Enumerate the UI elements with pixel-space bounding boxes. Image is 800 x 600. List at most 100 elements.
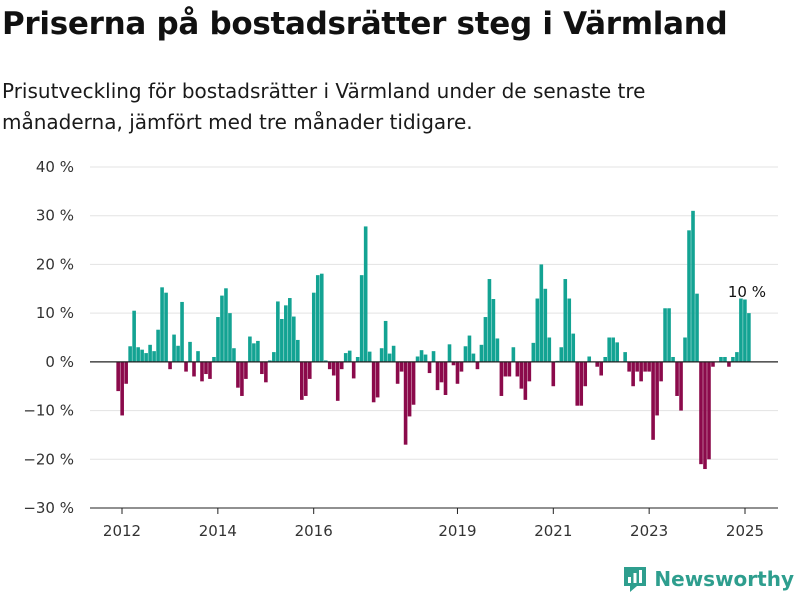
bar (120, 361, 124, 416)
bar (711, 361, 715, 367)
bar (455, 361, 460, 384)
bar (387, 353, 392, 362)
bar (264, 361, 268, 383)
bar (379, 348, 384, 362)
bar (635, 361, 639, 372)
bar (371, 361, 376, 403)
bar (236, 361, 240, 388)
bar (323, 360, 328, 362)
bar (144, 353, 148, 362)
bar (208, 361, 212, 379)
bar (296, 339, 300, 362)
bar (204, 361, 208, 375)
bar (599, 361, 603, 376)
bar (419, 350, 424, 362)
bar (603, 356, 607, 362)
bar (355, 356, 360, 362)
bar (647, 361, 651, 372)
bar (411, 361, 416, 405)
bar (240, 361, 244, 396)
bar (511, 347, 516, 362)
bar (180, 301, 184, 362)
y-tick-label: 0 % (45, 353, 74, 371)
bar (272, 352, 276, 362)
bar (479, 344, 484, 362)
bar (439, 361, 444, 383)
bar (643, 361, 647, 372)
bar (727, 361, 731, 367)
x-tick-label: 2012 (103, 522, 141, 540)
last-value-annotation: 10 % (728, 283, 766, 301)
bar (651, 361, 655, 440)
bar (547, 337, 552, 362)
bar (395, 361, 400, 384)
bar (184, 361, 188, 372)
bar-series (116, 210, 751, 470)
bar (551, 361, 556, 387)
bar (140, 349, 144, 362)
bar (284, 305, 288, 362)
x-tick-label: 2023 (630, 522, 668, 540)
bar (303, 361, 308, 396)
bar (679, 361, 683, 411)
x-tick-label: 2025 (726, 522, 764, 540)
y-tick-label: 20 % (36, 255, 74, 273)
bar (276, 301, 280, 362)
bar (331, 361, 336, 376)
bar (579, 361, 584, 406)
bar (399, 361, 404, 372)
bar (196, 351, 200, 362)
bar (699, 361, 703, 465)
bar (172, 334, 176, 362)
bar (615, 342, 619, 362)
bar (707, 361, 711, 460)
bar (483, 317, 488, 362)
brand-name: Newsworthy (654, 567, 794, 591)
bar (595, 361, 600, 367)
bar (391, 345, 396, 362)
bar (339, 361, 344, 370)
x-axis: 2012 2014 2016 2019 2021 2023 2025 (90, 507, 778, 540)
bar (292, 316, 296, 362)
chart-title: Priserna på bostadsrätter steg i Värmlan… (2, 6, 728, 42)
grid-lines (90, 166, 778, 509)
bar (435, 361, 440, 391)
bar (611, 337, 615, 362)
bar (212, 356, 216, 362)
newsworthy-logo-icon (624, 567, 647, 592)
y-tick-label: 40 % (36, 158, 74, 176)
bar (739, 298, 743, 362)
bar (519, 361, 524, 389)
bar (639, 361, 643, 382)
bar (631, 361, 635, 387)
bar (523, 361, 528, 400)
brand-logo: Newsworthy (622, 564, 794, 594)
bar (176, 345, 180, 362)
bar (311, 292, 316, 362)
x-tick-label: 2016 (295, 522, 333, 540)
bar (307, 361, 312, 379)
y-tick-label: 10 % (36, 304, 74, 322)
bar (443, 361, 448, 395)
bar (527, 361, 532, 382)
bar (663, 308, 667, 362)
bar (499, 361, 504, 396)
x-tick-label: 2019 (438, 522, 476, 540)
bar (559, 347, 564, 362)
bar (695, 293, 699, 362)
bar (224, 288, 228, 362)
bar (515, 361, 520, 377)
bar (587, 356, 592, 362)
bar (543, 288, 548, 362)
bar (327, 361, 332, 370)
bar (627, 361, 631, 372)
bar (475, 361, 480, 370)
bar (507, 361, 512, 377)
bar (192, 361, 196, 377)
bar (735, 352, 739, 362)
bar (367, 351, 372, 362)
bar (132, 310, 136, 362)
y-tick-label: −10 % (23, 402, 74, 420)
bar (607, 337, 611, 362)
